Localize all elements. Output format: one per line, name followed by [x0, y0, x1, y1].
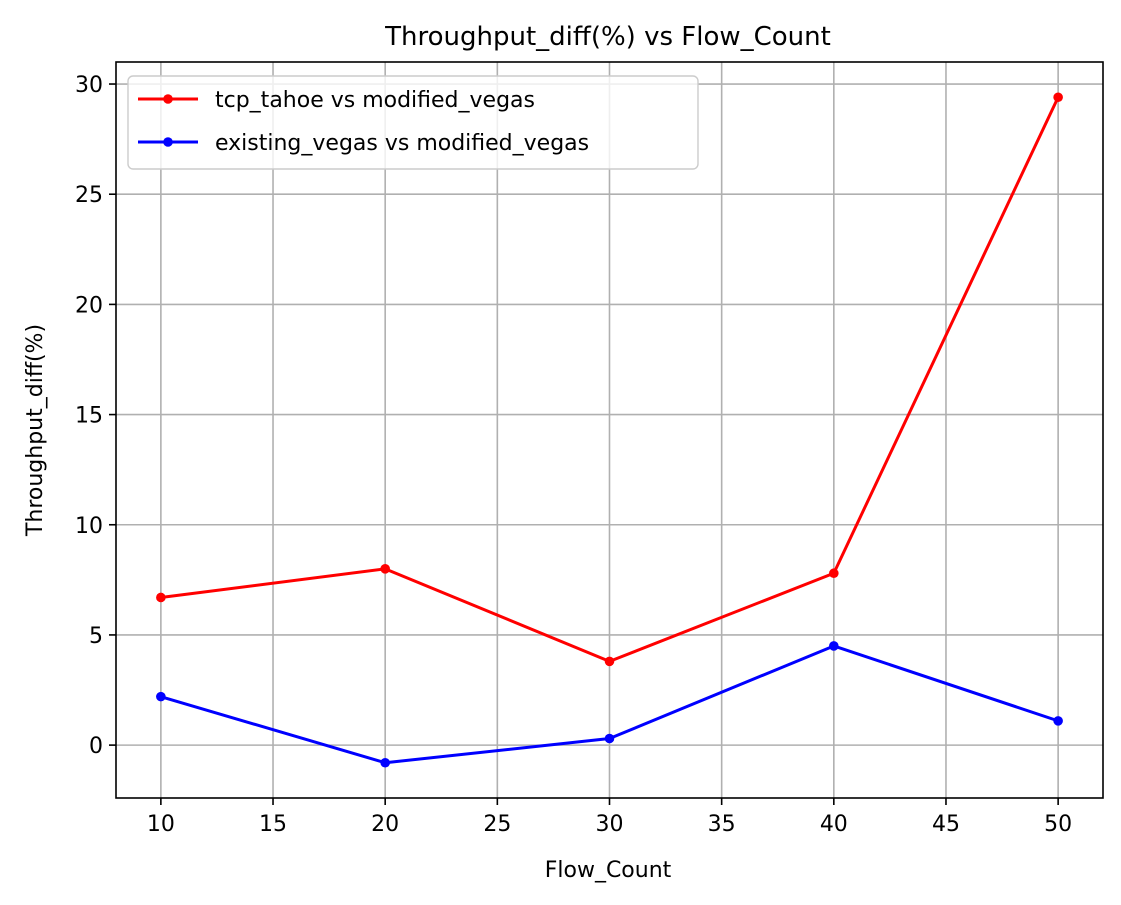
data-point [1053, 92, 1063, 103]
legend-label-tahoe: tcp_tahoe vs modified_vegas [215, 88, 535, 113]
series-0 [156, 92, 1063, 667]
x-axis-label: Flow_Count [545, 858, 672, 883]
data-point [380, 757, 390, 768]
data-point [156, 592, 166, 603]
y-tick-label: 25 [75, 183, 103, 208]
y-tick-label: 30 [75, 73, 103, 98]
x-axis-ticks: 10 15 20 25 30 35 40 45 50 [147, 798, 1072, 837]
legend-swatch-vegas-marker [163, 137, 173, 147]
series-1 [156, 641, 1063, 768]
y-axis-label: Throughput_diff(%) [23, 324, 48, 537]
legend-label-existing-vegas: existing_vegas vs modified_vegas [215, 131, 589, 156]
x-tick-label: 25 [483, 812, 511, 837]
legend-entry-tahoe: tcp_tahoe vs modified_vegas [138, 88, 535, 113]
x-tick-label: 30 [596, 812, 624, 837]
chart-title: Throughput_diff(%) vs Flow_Count [384, 22, 831, 52]
data-point [156, 691, 166, 702]
x-tick-label: 40 [820, 812, 848, 837]
data-point [829, 568, 839, 579]
x-tick-label: 45 [932, 812, 960, 837]
x-tick-label: 20 [371, 812, 399, 837]
series-layer [156, 92, 1063, 768]
y-tick-label: 0 [89, 734, 103, 759]
grid [116, 62, 1103, 798]
data-point [604, 656, 615, 667]
legend-entry-existing-vegas: existing_vegas vs modified_vegas [138, 131, 589, 156]
data-point [829, 641, 839, 651]
legend-box [127, 75, 699, 170]
y-tick-label: 15 [75, 404, 103, 429]
y-tick-label: 20 [75, 293, 103, 318]
y-tick-label: 5 [89, 624, 103, 649]
data-point [1053, 716, 1063, 726]
x-tick-label: 15 [259, 812, 287, 837]
data-point [380, 564, 390, 574]
x-tick-label: 10 [147, 812, 175, 837]
y-axis-ticks: 0 5 10 15 20 25 30 [75, 73, 116, 759]
y-tick-label: 10 [75, 514, 103, 539]
data-point [604, 733, 615, 744]
legend: tcp_tahoe vs modified_vegas existing_veg… [127, 75, 699, 170]
legend-swatch-tahoe-marker [163, 94, 173, 104]
x-tick-label: 35 [708, 812, 736, 837]
x-tick-label: 50 [1044, 812, 1072, 837]
